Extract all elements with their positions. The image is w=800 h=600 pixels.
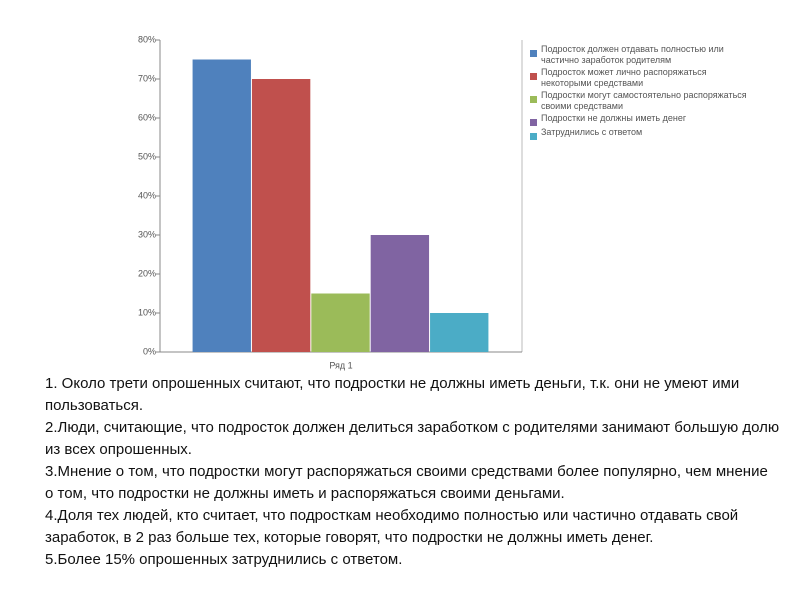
note: 4.Доля тех людей, кто считает, что подро… xyxy=(45,507,739,546)
y-tick-label: 40% xyxy=(138,190,156,200)
y-tick-label: 30% xyxy=(138,229,156,239)
legend-label: Подростки не должны иметь денег xyxy=(541,113,687,123)
y-tick-label: 20% xyxy=(138,268,156,278)
legend-label: Подросток может лично распоряжаться неко… xyxy=(541,67,707,88)
legend-item: Подростки могут самостоятельно распоряжа… xyxy=(530,90,755,112)
y-tick-label: 60% xyxy=(138,112,156,122)
legend-item: Подросток должен отдавать полностью или … xyxy=(530,44,755,66)
legend-swatch xyxy=(530,73,537,80)
y-tick-label: 80% xyxy=(138,34,156,44)
legend-label: Подростки могут самостоятельно распоряжа… xyxy=(541,90,747,111)
y-tick-label: 10% xyxy=(138,307,156,317)
legend-item: Затруднились с ответом xyxy=(530,127,755,140)
bar xyxy=(251,79,311,352)
bar xyxy=(370,235,430,352)
y-tick-label: 0% xyxy=(143,346,156,356)
y-tick-label: 70% xyxy=(138,73,156,83)
note: 5.Более 15% опрошенных затруднились с от… xyxy=(45,551,403,568)
bar xyxy=(430,313,489,352)
bar xyxy=(192,59,251,352)
legend-label: Подросток должен отдавать полностью или … xyxy=(541,44,724,65)
legend: Подросток должен отдавать полностью или … xyxy=(530,44,755,141)
legend-swatch xyxy=(530,133,537,140)
legend-swatch xyxy=(530,50,537,57)
legend-label: Затруднились с ответом xyxy=(541,127,643,137)
notes: 1. Около трети опрошенных считают, что п… xyxy=(45,373,780,571)
legend-swatch xyxy=(530,96,537,103)
note: 3.Мнение о том, что подростки могут расп… xyxy=(45,463,768,502)
bar xyxy=(311,293,370,352)
x-tick-label: Ряд 1 xyxy=(329,360,352,370)
note: 2.Люди, считающие, что подросток должен … xyxy=(45,419,780,458)
legend-item: Подросток может лично распоряжаться неко… xyxy=(530,67,755,89)
y-tick-label: 50% xyxy=(138,151,156,161)
legend-swatch xyxy=(530,119,537,126)
legend-item: Подростки не должны иметь денег xyxy=(530,113,755,126)
note: 1. Около трети опрошенных считают, что п… xyxy=(45,375,740,414)
